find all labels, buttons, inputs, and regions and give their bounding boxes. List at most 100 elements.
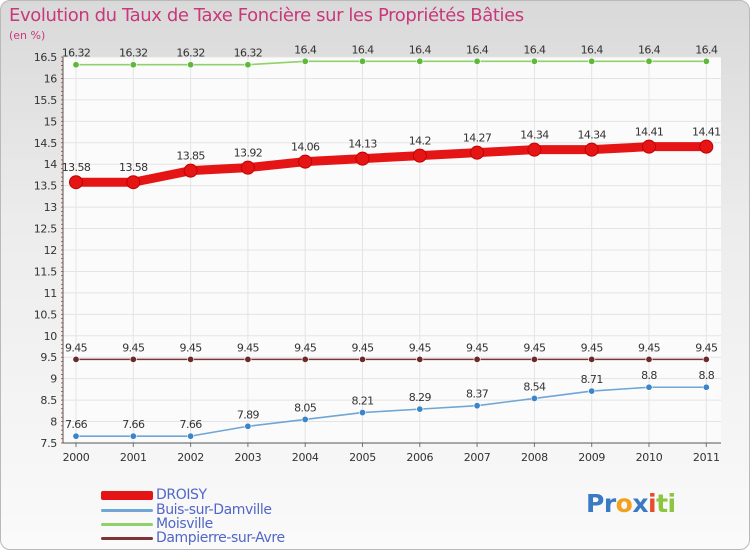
legend-item-droisy: DROISY [101, 488, 207, 502]
data-label-droisy: 13.85 [176, 150, 205, 163]
x-tick-label: 2009 [578, 451, 605, 464]
data-label-moisville: 16.4 [409, 43, 432, 56]
logo-part: ti [656, 489, 676, 518]
data-label-dampierre-sur-avre: 9.45 [638, 341, 661, 354]
legend-swatch-moisville [101, 522, 153, 526]
data-label-dampierre-sur-avre: 9.45 [409, 341, 432, 354]
data-label-buis-sur-damville: 7.66 [122, 418, 145, 431]
data-point-buis-sur-damville [473, 402, 481, 410]
series-line-droisy [71, 142, 711, 187]
data-label-buis-sur-damville: 7.66 [65, 418, 88, 431]
x-tick-label: 2010 [636, 451, 663, 464]
data-label-buis-sur-damville: 8.37 [466, 388, 489, 401]
y-tick-label: 9 [50, 373, 57, 386]
data-point-moisville [187, 61, 195, 69]
data-label-buis-sur-damville: 8.71 [581, 373, 603, 386]
legend-label-droisy: DROISY [156, 487, 207, 503]
y-tick-label: 14.5 [34, 137, 58, 150]
data-point-droisy [355, 151, 370, 166]
data-label-dampierre-sur-avre: 9.45 [695, 341, 718, 354]
legend-swatch-buis-sur-damville [101, 508, 153, 512]
data-point-buis-sur-damville [129, 432, 137, 440]
data-point-buis-sur-damville [416, 405, 424, 413]
legend-item-moisville: Moisville [101, 517, 213, 531]
y-tick-label: 13.5 [34, 180, 58, 193]
x-tick-label: 2011 [693, 451, 720, 464]
y-tick-label: 8.5 [40, 394, 57, 407]
data-point-droisy [183, 163, 198, 178]
data-label-dampierre-sur-avre: 9.45 [237, 341, 260, 354]
data-point-moisville [129, 61, 137, 69]
data-label-dampierre-sur-avre: 9.45 [180, 341, 203, 354]
data-point-moisville [358, 57, 366, 65]
data-label-buis-sur-damville: 8.05 [294, 401, 317, 414]
data-point-moisville [530, 57, 538, 65]
y-tick-label: 14 [44, 158, 58, 171]
legend-item-dampierre-sur-avre: Dampierre-sur-Avre [101, 531, 285, 545]
unit-label: (en %) [9, 29, 46, 42]
series-line-buis-sur-damville [75, 386, 708, 437]
logo-part: o [615, 489, 633, 518]
y-tick-label: 8 [50, 416, 57, 429]
data-point-moisville [702, 57, 710, 65]
data-point-dampierre-sur-avre [301, 355, 309, 363]
x-tick-label: 2004 [292, 451, 319, 464]
data-label-moisville: 16.4 [466, 43, 489, 56]
data-label-buis-sur-damville: 8.54 [523, 380, 546, 393]
series-line-moisville [75, 60, 708, 66]
y-tick-label: 11 [44, 287, 57, 300]
data-point-buis-sur-damville [702, 383, 710, 391]
data-point-dampierre-sur-avre [129, 355, 137, 363]
data-point-droisy [470, 145, 485, 160]
y-tick-label: 12 [44, 244, 57, 257]
data-label-droisy: 14.41 [692, 126, 721, 139]
x-tick-label: 2005 [349, 451, 376, 464]
data-label-droisy: 14.2 [409, 135, 431, 148]
data-label-moisville: 16.32 [119, 47, 148, 60]
data-label-dampierre-sur-avre: 9.45 [466, 341, 489, 354]
data-point-dampierre-sur-avre [702, 355, 710, 363]
data-point-dampierre-sur-avre [530, 355, 538, 363]
data-label-buis-sur-damville: 7.66 [180, 418, 203, 431]
y-tick-label: 7.5 [40, 437, 57, 450]
data-point-droisy [527, 142, 542, 157]
data-label-buis-sur-damville: 8.29 [409, 391, 432, 404]
data-point-buis-sur-damville [588, 387, 596, 395]
y-tick-label: 10.5 [34, 308, 58, 321]
data-label-buis-sur-damville: 7.89 [237, 408, 260, 421]
data-point-droisy [699, 139, 714, 154]
y-tick-label: 15 [44, 115, 58, 128]
data-point-droisy [126, 175, 141, 190]
chart-title: Evolution du Taux de Taxe Foncière sur l… [9, 5, 524, 26]
data-label-droisy: 13.92 [234, 147, 263, 160]
legend-label-dampierre-sur-avre: Dampierre-sur-Avre [156, 530, 285, 546]
data-point-droisy [584, 142, 599, 157]
data-label-droisy: 13.58 [119, 161, 148, 174]
data-point-dampierre-sur-avre [416, 355, 424, 363]
data-label-moisville: 16.32 [62, 47, 91, 60]
data-point-moisville [473, 57, 481, 65]
data-point-buis-sur-damville [301, 415, 309, 423]
data-point-buis-sur-damville [530, 394, 538, 402]
data-point-dampierre-sur-avre [244, 355, 252, 363]
data-label-droisy: 14.13 [348, 138, 377, 151]
legend-item-buis-sur-damville: Buis-sur-Damville [101, 503, 272, 517]
legend-label-buis-sur-damville: Buis-sur-Damville [156, 502, 272, 518]
data-label-moisville: 16.4 [581, 43, 604, 56]
data-point-droisy [240, 160, 255, 175]
data-label-droisy: 14.06 [291, 141, 320, 154]
data-point-buis-sur-damville [244, 422, 252, 430]
data-label-dampierre-sur-avre: 9.45 [294, 341, 317, 354]
data-label-droisy: 13.58 [62, 161, 91, 174]
data-label-droisy: 14.41 [635, 126, 664, 139]
legend-label-moisville: Moisville [156, 516, 213, 532]
data-label-droisy: 14.34 [577, 129, 606, 142]
proxiti-logo: Proxiti [586, 489, 676, 518]
y-tick-label: 11.5 [34, 265, 58, 278]
data-label-moisville: 16.4 [351, 43, 374, 56]
data-label-moisville: 16.4 [695, 43, 718, 56]
data-point-dampierre-sur-avre [473, 355, 481, 363]
logo-part: i [647, 489, 657, 518]
